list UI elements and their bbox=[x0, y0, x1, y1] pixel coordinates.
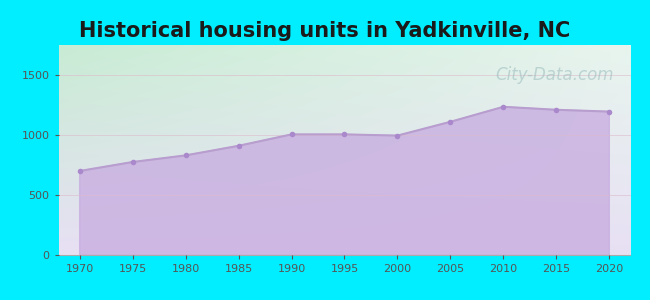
Text: City-Data.com: City-Data.com bbox=[495, 66, 614, 84]
Text: Historical housing units in Yadkinville, NC: Historical housing units in Yadkinville,… bbox=[79, 21, 571, 41]
Polygon shape bbox=[80, 107, 609, 255]
